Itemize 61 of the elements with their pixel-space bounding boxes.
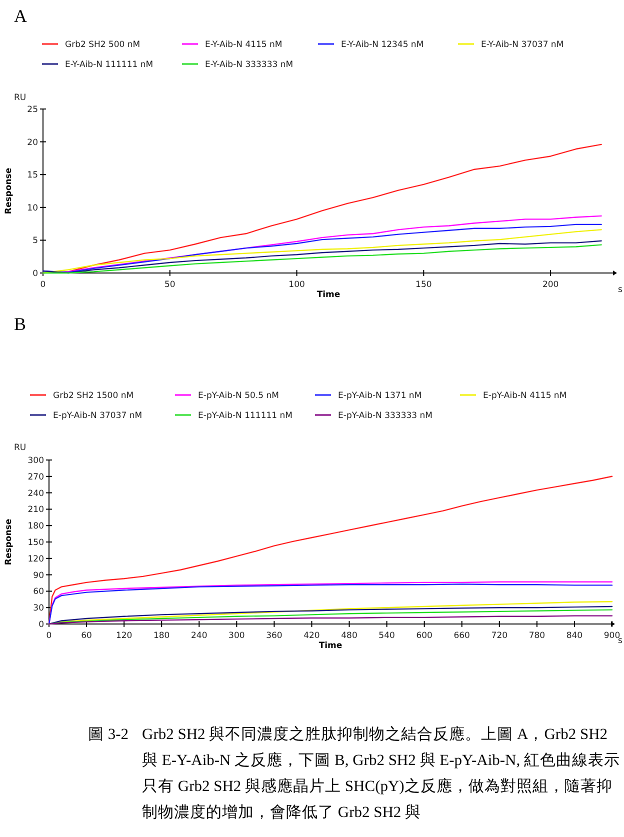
text: s [618,285,623,295]
x-tick-label: 660 [454,631,470,641]
x-tick-label: 360 [266,631,282,641]
x-axis-title: Time [316,290,340,300]
x-tick-label: 420 [304,631,320,641]
legend-label: E-pY-Aib-N 50.5 nM [198,391,279,401]
x-tick-label: 780 [528,631,546,641]
x-tick-label: 60 [81,631,92,641]
y-tick-label: 30 [33,604,44,614]
legend-label: E-pY-Aib-N 37037 nM [53,411,142,421]
y-tick-label: 180 [28,522,44,532]
y-tick-label: 240 [28,488,44,499]
legend-label: E-pY-Aib-N 4115 nM [483,391,567,401]
legend-label: E-Y-Aib-N 333333 nM [205,60,294,70]
y-tick-label: 5 [32,236,38,246]
text: Grb2 SH2 與不同濃度之胜肽抑制物之結合反應。上圖 A，Grb2 SH2 與 E-Y-Aib-N 之反應，下圖 B, Grb2 SH2 與 E-pY-Aib-N, 紅色曲線表示只有 Grb2 SH2 與感應晶片上 SHC(pY)之反應，做為對照組，隨著抑制物濃度的增加，會降低了 Grb2 SH2 與 [142,725,622,823]
x-tick-label: 180 [153,631,170,641]
legend-label: E-Y-Aib-N 4115 nM [205,40,282,50]
x-tick-label: 840 [566,631,583,641]
y-tick-label: 15 [27,170,38,181]
y-tick-label: 120 [28,554,44,564]
x-tick-label: 540 [378,631,395,641]
y-tick-label: 25 [27,105,38,115]
legend-label: E-pY-Aib-N 111111 nM [198,411,292,421]
x-axis-title: Time [318,641,342,651]
x-tick-label: 120 [116,631,132,641]
x-tick-label: 240 [191,631,208,641]
x-tick-label: 50 [164,280,176,290]
y-tick-label: 90 [33,570,44,581]
text: RU [14,93,26,103]
x-tick-label: 0 [46,631,52,641]
y-axis-title: Response [4,518,14,566]
y-axis-title: Response [4,168,14,214]
x-tick-label: 200 [542,280,559,290]
legend-label: E-pY-Aib-N 1371 nM [338,391,422,401]
x-tick-label: 150 [416,280,432,290]
chart-title: A [14,6,27,26]
legend-label: E-Y-Aib-N 111111 nM [65,60,154,70]
y-tick-label: 60 [33,587,44,598]
y-tick-label: 300 [28,456,44,466]
x-tick-label: 720 [491,631,508,641]
legend-label: E-Y-Aib-N 37037 nM [481,40,564,50]
y-tick-label: 0 [32,269,38,279]
y-tick-label: 10 [27,203,38,214]
x-tick-label: 100 [288,280,305,290]
y-tick-label: 210 [28,505,44,516]
x-tick-label: 600 [416,631,432,641]
x-tick-label: 480 [341,631,358,641]
y-tick-label: 20 [27,138,38,148]
legend-label: Grb2 SH2 500 nM [65,40,140,50]
text: RU [14,443,26,453]
legend-label: Grb2 SH2 1500 nM [53,391,134,401]
x-tick-label: 300 [228,631,245,641]
y-tick-label: 270 [28,472,44,482]
legend-label: E-pY-Aib-N 333333 nM [338,411,432,421]
chart-title: B [14,314,26,334]
text: s [618,636,623,646]
legend-label: E-Y-Aib-N 12345 nM [341,40,424,50]
y-tick-label: 150 [28,538,44,548]
y-tick-label: 0 [38,620,44,630]
caption: 圖 3-2 [88,725,129,745]
